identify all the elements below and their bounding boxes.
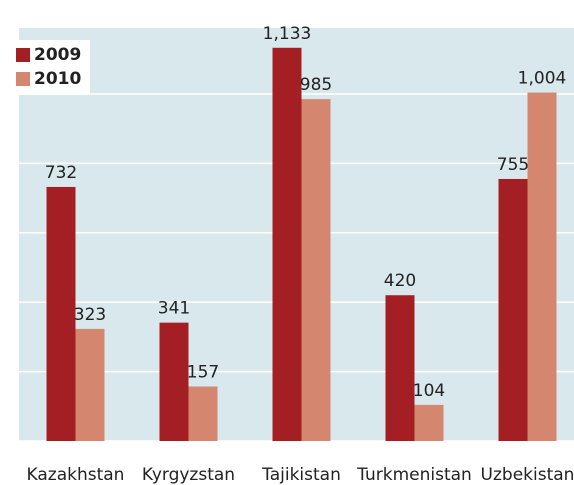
legend-label: 2010 [34, 69, 81, 89]
data-label: 420 [384, 271, 416, 291]
bar [527, 92, 557, 441]
bar [188, 386, 218, 441]
x-tick-label: Turkmenistan [356, 465, 472, 485]
bar [414, 404, 444, 441]
data-label: 157 [187, 363, 219, 383]
bar [272, 47, 302, 442]
bar [385, 295, 415, 441]
bar [498, 178, 528, 441]
bar [75, 328, 105, 441]
data-label: 732 [45, 163, 77, 183]
x-tick-label: Kyrgyzstan [142, 465, 235, 485]
data-label: 341 [158, 299, 190, 319]
legend-swatch [16, 48, 30, 62]
data-label: 985 [300, 75, 332, 95]
x-tick-label: Uzbekistan [481, 465, 574, 485]
data-label: 1,133 [263, 24, 312, 44]
data-label: 323 [74, 305, 106, 325]
x-tick-label: Tajikistan [261, 465, 341, 485]
bar [159, 322, 189, 441]
legend-label: 2009 [34, 45, 81, 65]
bar [46, 186, 76, 441]
data-label: 1,004 [518, 69, 567, 89]
data-label: 104 [413, 381, 445, 401]
bar [301, 99, 331, 441]
legend-swatch [16, 72, 30, 86]
x-tick-label: Kazakhstan [27, 465, 125, 485]
data-label: 755 [497, 155, 529, 175]
